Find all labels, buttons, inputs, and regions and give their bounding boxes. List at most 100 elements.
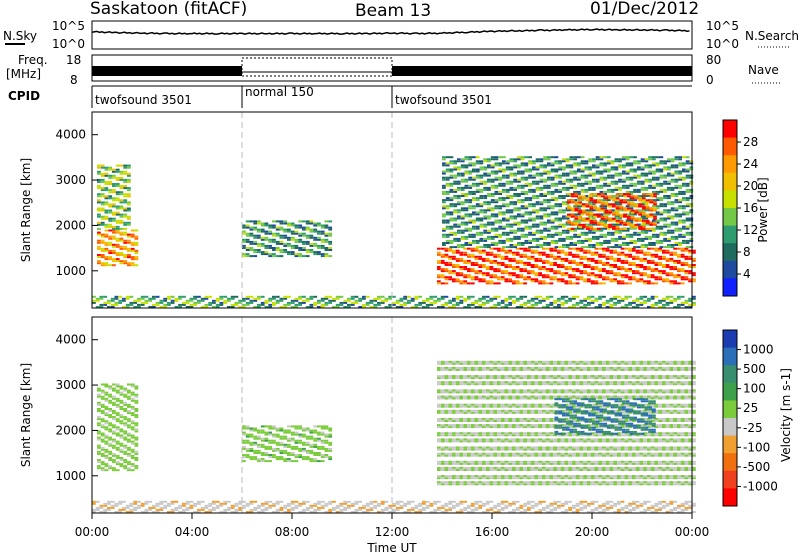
heat-cell	[485, 295, 490, 298]
heat-cell	[517, 244, 521, 246]
heat-cell	[320, 454, 325, 456]
heat-cell	[594, 261, 599, 264]
heat-cell	[445, 239, 450, 242]
heat-cell	[685, 225, 690, 228]
heat-cell	[498, 190, 502, 193]
heat-cell	[528, 190, 532, 193]
heat-cell	[647, 259, 651, 262]
heat-cell	[238, 506, 243, 509]
heat-cell	[572, 274, 576, 277]
heat-cell	[95, 508, 100, 511]
heat-cell	[560, 259, 565, 262]
heat-cell	[494, 244, 499, 246]
heat-cell	[457, 246, 461, 249]
heat-cell	[324, 427, 329, 430]
heat-cell	[485, 259, 490, 262]
heat-cell	[612, 211, 616, 214]
heat-cell	[662, 272, 666, 275]
heat-cell	[535, 223, 540, 226]
heat-cell	[572, 255, 576, 258]
heat-cell	[629, 233, 634, 236]
heat-cell	[547, 184, 551, 187]
heat-cell	[137, 306, 141, 308]
heat-cell	[667, 201, 671, 204]
heat-cell	[470, 264, 475, 266]
heat-cell	[100, 221, 105, 224]
heat-cell	[449, 233, 454, 236]
heat-cell	[442, 170, 446, 173]
heat-cell	[119, 237, 124, 240]
heat-cell	[608, 211, 612, 214]
heat-cell	[653, 221, 657, 224]
heat-cell	[667, 197, 671, 200]
heat-cell	[472, 213, 476, 216]
heat-cell	[642, 213, 646, 216]
heat-cell	[313, 230, 318, 233]
heat-cell	[452, 303, 456, 306]
heat-cell	[625, 176, 630, 179]
heat-cell	[467, 506, 471, 509]
heat-cell	[517, 229, 521, 232]
heat-cell	[97, 166, 101, 169]
heat-cell	[588, 172, 592, 175]
heat-cell	[249, 435, 254, 438]
heat-cell	[127, 178, 131, 181]
heat-cell	[655, 184, 660, 187]
heat-cell	[593, 227, 597, 230]
heat-cell	[448, 405, 453, 408]
heat-cell	[155, 504, 160, 507]
heat-cell	[505, 188, 510, 191]
heat-cell	[475, 211, 480, 214]
heat-cell	[663, 223, 667, 226]
heat-cell	[669, 500, 674, 503]
heat-cell	[575, 502, 580, 505]
heat-cell	[193, 301, 197, 304]
heat-cell	[624, 306, 629, 308]
heat-cell	[535, 166, 540, 169]
heat-cell	[313, 242, 318, 245]
heat-cell	[580, 188, 585, 191]
heat-cell	[444, 411, 449, 414]
heat-cell	[100, 264, 105, 267]
heat-cell	[625, 162, 630, 165]
heat-cell	[562, 246, 566, 249]
heat-cell	[482, 297, 486, 300]
heat-cell	[539, 244, 544, 246]
heat-cell	[279, 222, 284, 225]
heat-cell	[594, 259, 599, 262]
heat-cell	[294, 306, 299, 308]
heat-cell	[640, 195, 645, 197]
heat-cell	[433, 301, 438, 304]
heat-cell	[530, 297, 535, 300]
heat-cell	[328, 228, 333, 231]
heat-cell	[339, 303, 344, 306]
heat-cell	[665, 295, 670, 298]
heat-cell	[395, 299, 400, 302]
heat-cell	[313, 251, 318, 254]
heat-cell	[562, 180, 566, 183]
heat-cell	[453, 237, 458, 240]
heat-cell	[493, 274, 498, 277]
heat-cell	[608, 209, 612, 212]
heat-cell	[245, 255, 250, 258]
heat-cell	[500, 306, 505, 308]
heat-cell	[174, 506, 179, 509]
heat-cell	[517, 237, 521, 240]
heat-cell	[692, 259, 696, 262]
heat-cell	[673, 253, 677, 256]
heat-cell	[692, 502, 696, 505]
heat-cell	[230, 295, 235, 298]
heat-cell	[589, 199, 594, 202]
heat-cell	[130, 457, 135, 459]
heat-cell	[553, 508, 557, 511]
heat-cell	[590, 257, 595, 260]
heat-cell	[112, 252, 116, 254]
heat-cell	[643, 301, 647, 304]
heat-cell	[669, 253, 674, 256]
heat-cell	[550, 162, 555, 165]
heat-cell	[448, 424, 453, 427]
heat-cell	[550, 170, 555, 173]
heat-cell	[294, 431, 299, 434]
heat-cell	[610, 237, 615, 240]
